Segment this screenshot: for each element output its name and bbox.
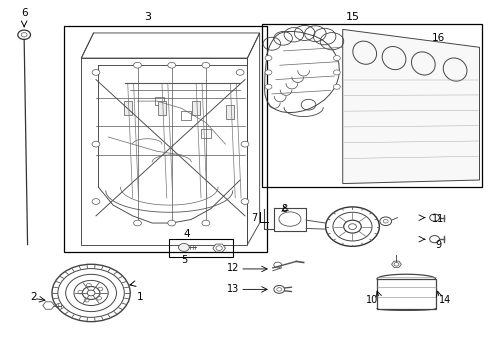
Circle shape [18,30,30,40]
Circle shape [92,69,100,75]
Circle shape [236,69,244,75]
Text: 3: 3 [144,12,151,22]
Circle shape [333,84,340,89]
Polygon shape [226,105,234,119]
Circle shape [241,199,249,204]
Circle shape [92,141,100,147]
Circle shape [178,243,189,251]
Circle shape [333,70,340,75]
Circle shape [134,62,142,68]
Polygon shape [192,101,200,116]
Text: 12: 12 [226,263,239,273]
Polygon shape [124,101,132,116]
Text: 6: 6 [21,8,27,18]
Polygon shape [343,30,480,184]
Circle shape [92,199,100,204]
Text: 10: 10 [366,295,378,305]
Text: 13: 13 [227,284,239,294]
Circle shape [430,235,440,243]
Polygon shape [158,101,166,116]
Polygon shape [201,129,211,138]
Circle shape [168,220,175,226]
Circle shape [265,55,272,60]
Text: 2: 2 [30,292,37,302]
Polygon shape [43,302,54,309]
Circle shape [241,141,249,147]
Text: 1: 1 [137,292,143,302]
Circle shape [265,84,272,89]
Circle shape [202,220,210,226]
Text: 8: 8 [281,204,287,214]
Text: 5: 5 [181,255,187,265]
Circle shape [333,55,340,60]
Circle shape [168,62,175,68]
Polygon shape [213,244,225,252]
Text: 7: 7 [252,213,258,222]
Text: 14: 14 [439,295,451,305]
Bar [377,279,436,309]
Circle shape [430,214,440,221]
Circle shape [202,62,210,68]
Text: 11: 11 [432,215,444,224]
Circle shape [134,220,142,226]
Text: 15: 15 [345,12,360,22]
Text: 4: 4 [183,229,190,239]
Polygon shape [392,261,401,267]
Text: 9: 9 [435,239,441,249]
Polygon shape [181,111,191,120]
Circle shape [265,70,272,75]
Polygon shape [155,97,164,105]
Text: 16: 16 [431,33,444,43]
